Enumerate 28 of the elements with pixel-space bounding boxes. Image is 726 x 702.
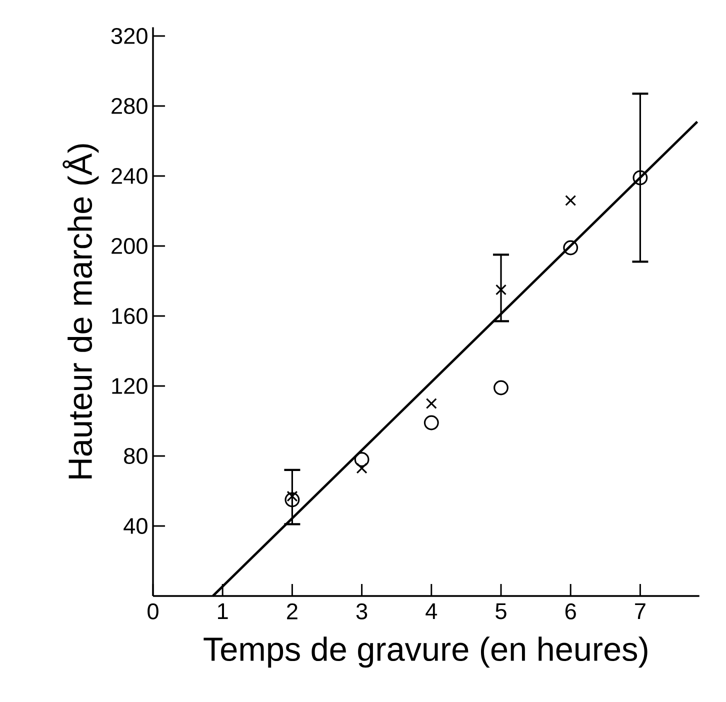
point	[565, 194, 576, 206]
y-tick-label: 120	[112, 378, 148, 394]
x-tick-label: 6	[565, 603, 576, 620]
x-tick-label: 4	[426, 603, 438, 619]
y-tick-label: 160	[112, 308, 148, 324]
x-tick-label: 1	[218, 603, 228, 619]
point	[494, 380, 508, 396]
point	[354, 452, 370, 467]
point	[495, 284, 507, 296]
y-tick-label: 240	[112, 168, 148, 184]
point	[284, 492, 300, 508]
y-tick-label: 40	[124, 518, 148, 534]
x-axis-title: Temps de gravure (en heures)	[204, 636, 648, 668]
x-tick-label: 7	[635, 603, 646, 619]
point	[632, 170, 648, 186]
y-axis-title: Hauteur de marche (Å)	[62, 144, 99, 478]
point	[356, 462, 368, 474]
x-tick-label: 5	[496, 603, 506, 620]
point	[563, 240, 578, 256]
point	[426, 398, 437, 409]
y-tick-label: 320	[111, 28, 148, 44]
y-tick-label: 80	[124, 448, 148, 464]
x-tick-label: 3	[356, 603, 368, 620]
y-tick-label: 200	[112, 238, 148, 254]
y-tick-label: 280	[112, 98, 148, 114]
x-tick-label: 2	[287, 603, 298, 620]
x-tick-label: 0	[148, 603, 158, 620]
point	[424, 415, 439, 430]
